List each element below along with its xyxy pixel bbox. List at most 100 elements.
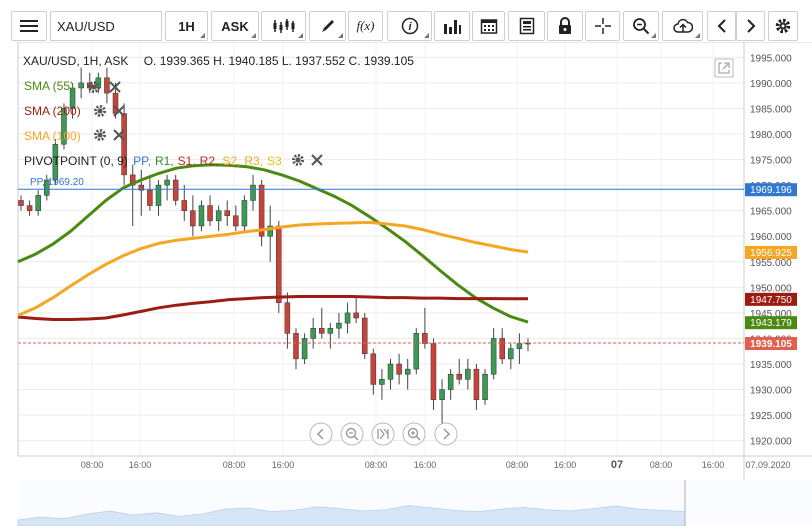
x-tick-label: 16:00 [414, 460, 437, 470]
candle-body [207, 205, 213, 222]
crosshair-button[interactable] [585, 11, 620, 41]
legend-label: SMA (55) [24, 79, 75, 93]
gear-icon[interactable] [292, 154, 304, 166]
candle-body [155, 184, 162, 206]
price-label-box [745, 316, 797, 330]
info-button[interactable]: i [387, 11, 432, 41]
timeframe-select[interactable]: 1H [165, 11, 208, 41]
price-label-box [745, 245, 797, 259]
candle-body [233, 215, 239, 227]
candle-body [473, 368, 480, 401]
candle-body [439, 389, 445, 401]
legend-sma-200[interactable]: SMA (200) [24, 104, 81, 118]
candle-body [396, 363, 402, 375]
x-tick-label: 08:00 [506, 460, 529, 470]
y-tick-label: 1965.000 [750, 207, 792, 218]
price-label: 1947.750 [750, 295, 792, 306]
zoom-in-button[interactable] [402, 422, 426, 446]
expand-icon[interactable] [714, 58, 734, 78]
candle-body [293, 333, 299, 360]
price-chart[interactable]: 1920.0001925.0001930.0001935.0001940.000… [0, 42, 812, 526]
price-label-box [745, 292, 797, 306]
price-label: 1956.925 [750, 248, 792, 259]
candlestick-icon [273, 19, 294, 33]
legend-sma-100[interactable]: SMA (100) [24, 129, 81, 143]
candle-body [26, 205, 33, 211]
candle-body [353, 312, 359, 319]
close-icon[interactable] [311, 154, 323, 166]
nav-left-button[interactable] [309, 422, 333, 446]
news-button[interactable] [508, 11, 545, 41]
legend-pivot[interactable]: PIVOTPOINT (0, 9) PP, R1, S1, R2, S2, R3, S3 [24, 154, 282, 168]
chart-type-button[interactable] [261, 11, 306, 41]
candle-body [44, 179, 50, 196]
legend-sma-55[interactable]: SMA (55) [24, 79, 74, 93]
volume-button[interactable] [434, 11, 470, 41]
candle-body [78, 82, 84, 89]
candle-body [379, 379, 385, 385]
function-button[interactable]: f(x) [348, 11, 383, 41]
x-tick-label: 16:00 [702, 460, 725, 470]
candle-body [276, 225, 282, 303]
close-icon[interactable] [109, 81, 121, 93]
zoom-out-button[interactable] [340, 422, 364, 446]
y-tick-label: 1935.000 [750, 360, 792, 371]
price-label-box [745, 337, 797, 351]
x-tick-label: 07 [611, 459, 623, 471]
gear-icon[interactable] [88, 81, 100, 93]
scroll-right-button[interactable] [736, 11, 765, 41]
zoom-button[interactable] [623, 11, 659, 41]
candle-body [147, 189, 153, 206]
candle-body [52, 143, 59, 181]
y-tick-label: 1975.000 [750, 156, 792, 167]
legend-sma-200-controls [94, 105, 125, 117]
reset-button[interactable] [371, 422, 395, 446]
gear-icon[interactable] [94, 105, 106, 117]
y-tick-label: 1995.000 [750, 53, 792, 64]
candle-body [267, 225, 273, 237]
x-tick-label: 08:00 [81, 460, 104, 470]
close-icon[interactable] [113, 105, 125, 117]
nav-right-button[interactable] [434, 422, 458, 446]
candle-body [172, 179, 179, 201]
candle-body [516, 343, 523, 349]
legend-label: SMA (100) [24, 129, 81, 143]
settings-button[interactable] [768, 11, 798, 41]
candle-body [490, 338, 497, 375]
timeframe-label: 1H [178, 18, 195, 34]
draw-tool-button[interactable] [309, 11, 346, 41]
candle-body [499, 338, 505, 360]
calendar-icon [480, 19, 497, 34]
menu-button[interactable] [11, 11, 47, 41]
toolbar: XAU/USD 1H ASK f(x) i [0, 0, 812, 42]
pivot-level-label: R2, [199, 154, 219, 168]
symbol-input[interactable]: XAU/USD [50, 11, 162, 41]
candle-body [404, 368, 411, 375]
gear-icon[interactable] [94, 129, 106, 141]
calendar-button[interactable] [472, 11, 505, 41]
pivot-levels: PP, R1, S1, R2, S2, R3, S3 [131, 154, 282, 168]
y-tick-label: 1920.000 [750, 437, 792, 448]
gear-icon [775, 18, 791, 34]
hamburger-icon [20, 20, 38, 32]
y-tick-label: 1950.000 [750, 283, 792, 294]
candle-body [422, 333, 428, 344]
candle-body [508, 348, 514, 360]
price-side-select[interactable]: ASK [211, 11, 259, 41]
share-button[interactable] [662, 11, 703, 41]
scroll-left-button[interactable] [707, 11, 736, 41]
info-icon: i [401, 17, 418, 35]
zoom-icon [633, 18, 650, 35]
pivot-level-label: PP, [133, 154, 151, 168]
y-tick-label: 1960.000 [750, 232, 792, 243]
close-icon[interactable] [113, 129, 125, 141]
pivot-level-label: S3 [267, 154, 282, 168]
cloud-upload-icon [672, 18, 693, 33]
lock-button[interactable] [547, 11, 583, 41]
candle-body [164, 179, 170, 186]
sma-line [17, 220, 529, 317]
x-tick-label: 16:00 [272, 460, 295, 470]
candle-body [327, 327, 334, 334]
candle-body [482, 373, 488, 401]
candle-body [198, 205, 205, 227]
